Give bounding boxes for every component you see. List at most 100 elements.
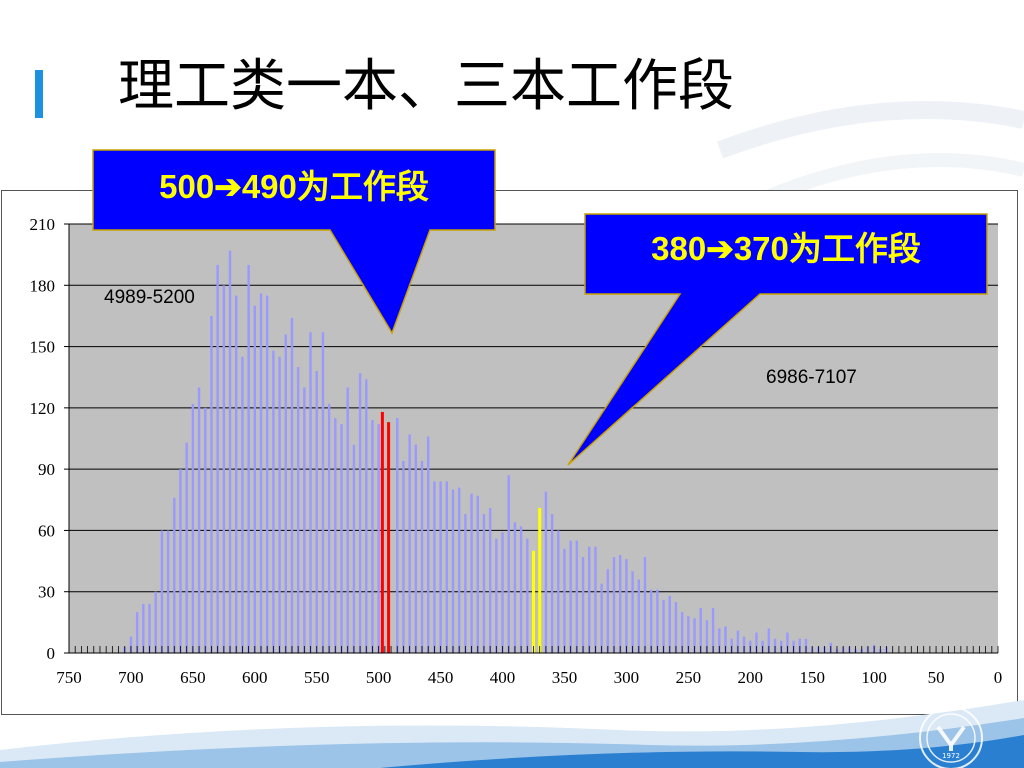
title-accent-bar [35, 70, 43, 118]
y-tick-label: 60 [38, 521, 55, 540]
bar [154, 591, 157, 653]
y-tick-label: 150 [30, 338, 56, 357]
bar [402, 460, 405, 653]
bar [693, 618, 696, 653]
bar [724, 626, 727, 653]
bar [204, 407, 207, 653]
x-tick-label: 50 [928, 668, 945, 687]
bar [656, 589, 659, 653]
bar [488, 507, 492, 653]
highlight-bar [387, 422, 391, 653]
bar [513, 522, 517, 653]
bar [625, 559, 628, 653]
bar [619, 554, 622, 653]
bar [228, 250, 232, 653]
callout-380-370-text: 380➔370为工作段 [651, 230, 921, 267]
bar [290, 317, 294, 653]
bar [662, 599, 665, 653]
bar [414, 444, 418, 653]
bar [420, 460, 424, 653]
bar [501, 532, 504, 653]
bar [191, 403, 195, 653]
bar [135, 612, 139, 653]
x-tick-label: 450 [428, 668, 454, 687]
bar [588, 546, 591, 653]
bar [197, 387, 201, 653]
y-tick-label: 30 [38, 583, 55, 602]
bar [705, 620, 709, 653]
chart-frame: 0 30 60 90 120 150 180 210 750 700 650 600 550 500 450… [1, 190, 1018, 715]
bar [699, 608, 702, 653]
bar [334, 418, 337, 653]
bar [457, 487, 461, 653]
bar [730, 638, 733, 653]
bar [340, 424, 343, 653]
annotation-rank-range-1: 4989-5200 [104, 287, 195, 308]
bar [631, 571, 634, 653]
bar [129, 636, 133, 653]
bar [371, 420, 374, 653]
bar [476, 495, 479, 653]
callout-380-370: 380➔370为工作段 [567, 213, 988, 466]
bar [798, 638, 802, 653]
bar [396, 418, 399, 653]
bar [235, 295, 238, 653]
x-tick-label: 100 [861, 668, 887, 687]
bar [495, 538, 498, 653]
bar [649, 589, 653, 653]
bar [433, 481, 436, 653]
bar [346, 387, 349, 653]
bar [185, 442, 188, 653]
bar [451, 489, 455, 653]
bar [687, 616, 690, 653]
x-tick-label: 350 [552, 668, 578, 687]
bar [668, 595, 671, 653]
y-tick-label: 120 [30, 399, 56, 418]
bar [544, 491, 548, 653]
bar [327, 403, 331, 653]
bar [742, 636, 746, 653]
x-tick-label: 500 [366, 668, 392, 687]
x-tick-label: 400 [490, 668, 516, 687]
bar [519, 526, 523, 653]
bar [160, 530, 164, 653]
bar [767, 628, 771, 653]
y-tick-label: 180 [30, 276, 56, 295]
bar [358, 373, 362, 653]
bar [315, 371, 318, 653]
bar [482, 514, 486, 653]
bar [216, 264, 219, 653]
y-tick-label: 90 [38, 460, 55, 479]
x-tick-label: 300 [614, 668, 640, 687]
bar [166, 530, 170, 653]
bar [575, 540, 579, 653]
x-tick-label: 650 [180, 668, 206, 687]
bar [507, 475, 510, 653]
callout-500-490-text: 500➔490为工作段 [159, 168, 429, 205]
highlight-bar [538, 507, 542, 653]
highlight-bar [380, 411, 384, 653]
bar [303, 387, 306, 653]
bar [680, 612, 684, 653]
bar [786, 632, 789, 653]
bar [179, 469, 182, 653]
bar [612, 556, 616, 653]
emblem-year: 1972 [942, 752, 960, 760]
bar [550, 514, 554, 653]
bar [148, 603, 151, 653]
bar [439, 481, 442, 653]
x-tick-label: 550 [304, 668, 330, 687]
x-tick-label: 200 [738, 668, 764, 687]
bar [773, 638, 777, 653]
bar [470, 493, 473, 653]
x-tick-label: 750 [56, 668, 82, 687]
bar [711, 608, 715, 653]
callout-500-490: 500➔490为工作段 [92, 149, 496, 335]
bar [557, 530, 560, 653]
bar [464, 514, 467, 653]
bar [563, 548, 566, 653]
bar [247, 264, 250, 653]
bar [222, 285, 226, 653]
